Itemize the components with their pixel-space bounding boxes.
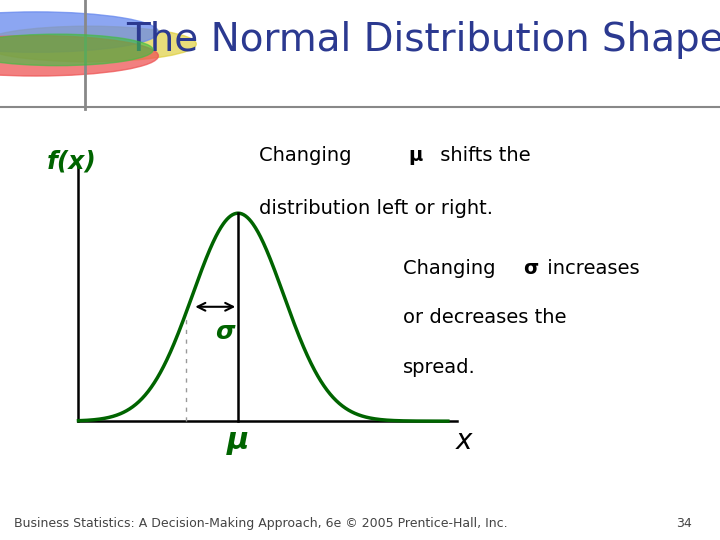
Text: x: x bbox=[456, 427, 472, 455]
Text: f(x): f(x) bbox=[47, 149, 96, 173]
Text: μ: μ bbox=[409, 146, 423, 165]
Text: spread.: spread. bbox=[403, 357, 476, 377]
Text: increases: increases bbox=[541, 259, 639, 278]
Text: 34: 34 bbox=[676, 517, 692, 530]
Text: The Normal Distribution Shape: The Normal Distribution Shape bbox=[126, 22, 720, 59]
Text: σ: σ bbox=[523, 259, 539, 278]
Text: Changing: Changing bbox=[259, 146, 358, 165]
Circle shape bbox=[0, 26, 197, 62]
Text: Changing: Changing bbox=[403, 259, 502, 278]
Circle shape bbox=[0, 36, 158, 76]
Text: Business Statistics: A Decision-Making Approach, 6e © 2005 Prentice-Hall, Inc.: Business Statistics: A Decision-Making A… bbox=[14, 517, 508, 530]
Text: distribution left or right.: distribution left or right. bbox=[259, 199, 493, 218]
Text: σ: σ bbox=[215, 320, 235, 344]
Text: μ: μ bbox=[227, 427, 249, 455]
Circle shape bbox=[0, 34, 153, 66]
Text: or decreases the: or decreases the bbox=[403, 308, 567, 327]
Circle shape bbox=[0, 12, 158, 52]
Text: shifts the: shifts the bbox=[434, 146, 531, 165]
